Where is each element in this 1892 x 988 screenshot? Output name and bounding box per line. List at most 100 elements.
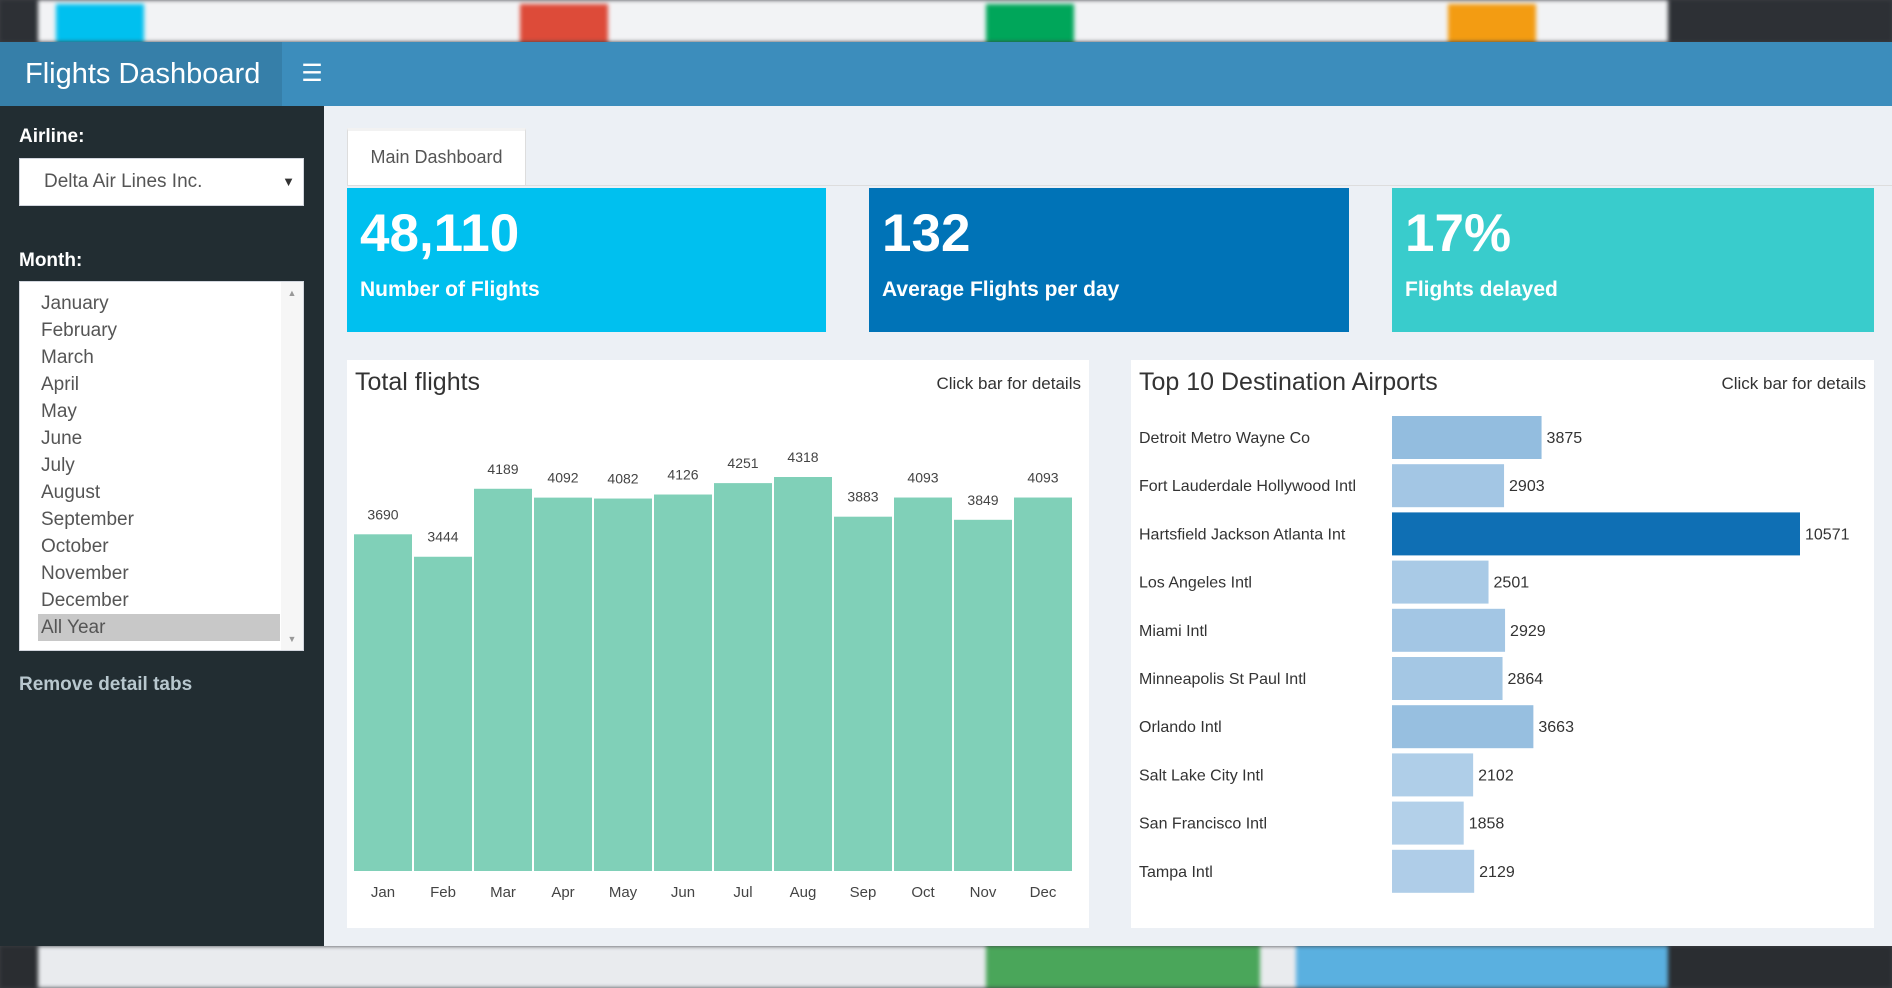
top-header: Flights Dashboard ☰	[0, 42, 1892, 106]
hamburger-menu-icon[interactable]: ☰	[301, 60, 323, 87]
kpi-value: 132	[882, 204, 971, 263]
month-option[interactable]: July	[41, 455, 75, 476]
background-green-box	[986, 946, 1260, 988]
airport-bar[interactable]	[1392, 560, 1489, 604]
month-option[interactable]: November	[41, 563, 129, 584]
bar-value-label: 3883	[847, 489, 878, 505]
month-option[interactable]: May	[41, 401, 77, 422]
month-option[interactable]: April	[41, 374, 80, 395]
bar-value-label: 2903	[1509, 478, 1545, 495]
month-bar[interactable]	[354, 534, 412, 871]
airline-select-value: Delta Air Lines Inc.	[44, 171, 203, 192]
month-option[interactable]: January	[41, 293, 109, 314]
bar-value-label: 4126	[667, 467, 698, 483]
kpi-value: 48,110	[360, 204, 520, 263]
x-tick-label: Jun	[671, 884, 695, 901]
month-option[interactable]: August	[41, 482, 101, 503]
bar-value-label: 2129	[1479, 864, 1515, 881]
airport-bar[interactable]	[1392, 849, 1475, 893]
airport-bar[interactable]	[1392, 753, 1474, 797]
kpi-number-of-flights: 48,110 Number of Flights	[347, 188, 826, 332]
airport-bar[interactable]	[1392, 657, 1503, 700]
airport-name-label: Tampa Intl	[1139, 864, 1213, 881]
month-option[interactable]: December	[41, 590, 129, 611]
scroll-down-icon[interactable]: ▼	[287, 634, 297, 644]
bar-value-label: 3444	[427, 529, 458, 545]
listbox-scrollbar[interactable]: ▲ ▼	[281, 282, 303, 650]
airport-bar[interactable]	[1392, 416, 1542, 459]
bar-value-label: 3849	[967, 492, 998, 508]
top-airports-panel: Top 10 Destination Airports Click bar fo…	[1131, 360, 1874, 928]
airport-name-label: Fort Lauderdale Hollywood Intl	[1139, 478, 1356, 495]
airport-bar[interactable]	[1392, 608, 1506, 652]
bar-value-label: 3663	[1538, 719, 1574, 736]
bar-value-label: 2102	[1478, 767, 1514, 784]
month-bar[interactable]	[774, 477, 832, 871]
month-bar[interactable]	[654, 494, 712, 871]
app-title[interactable]: Flights Dashboard	[0, 42, 282, 106]
bar-value-label: 3690	[367, 506, 398, 522]
month-bar[interactable]	[474, 488, 532, 871]
airport-name-label: San Francisco Intl	[1139, 816, 1267, 833]
kpi-flights-delayed: 17% Flights delayed	[1392, 188, 1874, 332]
bar-value-label: 4082	[607, 471, 638, 487]
background-bottom-strip	[0, 946, 1892, 988]
x-tick-label: Mar	[490, 884, 516, 901]
bar-value-label: 4318	[787, 449, 818, 465]
month-option[interactable]: June	[41, 428, 83, 449]
scroll-up-icon[interactable]: ▲	[287, 288, 297, 298]
panel-title: Total flights	[355, 368, 481, 396]
airport-bar[interactable]	[1392, 464, 1505, 508]
top-airports-chart: Detroit Metro Wayne Co 3875 Fort Lauderdal…	[1139, 416, 1850, 893]
background-info-box	[520, 4, 608, 42]
remove-detail-tabs-link[interactable]: Remove detail tabs	[19, 674, 193, 695]
background-header-light	[38, 0, 1668, 42]
month-option[interactable]: September	[41, 509, 134, 530]
airport-name-label: Orlando Intl	[1139, 719, 1222, 736]
month-bar[interactable]	[954, 519, 1012, 871]
dashboard-window: Flights Dashboard ☰ Airline: Delta Air L…	[0, 42, 1892, 946]
panel-hint: Click bar for details	[936, 374, 1081, 393]
month-bar[interactable]	[594, 498, 652, 871]
airport-name-label: Los Angeles Intl	[1139, 575, 1252, 592]
bar-value-label: 4251	[727, 455, 758, 471]
month-options: January February March April May June July Augu…	[20, 282, 303, 641]
x-tick-label: May	[609, 884, 638, 901]
bar-value-label: 2929	[1510, 623, 1546, 640]
kpi-value: 17%	[1405, 204, 1512, 263]
x-tick-label: Aug	[790, 884, 817, 901]
month-bar[interactable]	[534, 497, 592, 871]
month-option[interactable]: All Year	[38, 614, 280, 641]
airline-label: Airline:	[19, 126, 85, 147]
background-info-box	[56, 4, 144, 42]
month-bar[interactable]	[1014, 497, 1072, 871]
airport-bar[interactable]	[1392, 801, 1464, 845]
kpi-label: Average Flights per day	[882, 278, 1120, 301]
x-tick-label: Dec	[1030, 884, 1057, 901]
dropdown-arrow-icon[interactable]: ▼	[282, 174, 295, 189]
x-tick-label: Apr	[551, 884, 574, 901]
monthly-flights-chart: 3690 Jan 3444 Feb 4189 Mar 4092 Apr 4082 May 4126 J…	[354, 449, 1072, 901]
airport-bar[interactable]	[1392, 705, 1534, 749]
month-listbox[interactable]: January February March April May June July Augu…	[19, 281, 304, 651]
tab-divider	[347, 185, 1892, 186]
bar-value-label: 4093	[907, 470, 938, 486]
kpi-average-flights-per-day: 132 Average Flights per day	[869, 188, 1349, 332]
x-tick-label: Sep	[850, 884, 877, 901]
airport-bar[interactable]	[1392, 512, 1800, 556]
month-option[interactable]: February	[41, 320, 118, 341]
month-option[interactable]: March	[41, 347, 94, 368]
month-bar[interactable]	[714, 483, 772, 871]
month-bar[interactable]	[414, 556, 472, 871]
bar-value-label: 3875	[1547, 430, 1583, 447]
month-label: Month:	[19, 250, 83, 271]
month-option[interactable]: October	[41, 536, 109, 557]
tab-main-dashboard[interactable]: Main Dashboard	[347, 128, 526, 185]
panel-hint: Click bar for details	[1721, 374, 1866, 393]
x-tick-label: Feb	[430, 884, 456, 901]
month-bar[interactable]	[894, 497, 952, 871]
bar-value-label: 2864	[1508, 671, 1544, 688]
month-bar[interactable]	[834, 516, 892, 871]
kpi-label: Flights delayed	[1405, 278, 1558, 301]
airline-select[interactable]: Delta Air Lines Inc. ▼	[19, 158, 304, 206]
